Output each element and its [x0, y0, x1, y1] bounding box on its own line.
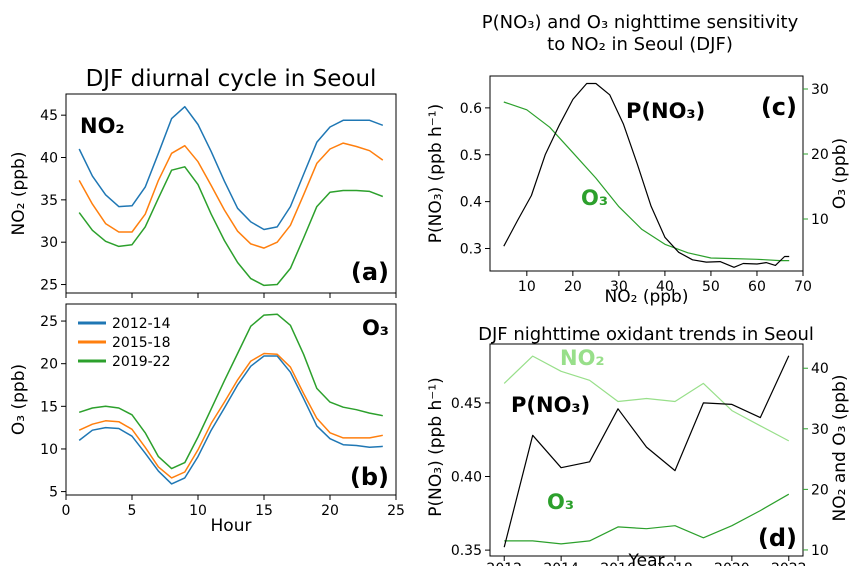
panel-c-frame [489, 75, 804, 272]
panel-b-line-2019-22 [78, 313, 383, 470]
panel-c-x-tick-label: 60 [748, 279, 766, 295]
panel-d-yleft-tick-label: 0.45 [451, 396, 482, 412]
panel-d-xlabel: Year [628, 551, 665, 566]
panel-d-yleft-tick-label: 0.35 [451, 543, 482, 559]
panel-d-ylabel-right: NO₂ and O₃ (ppb) [830, 375, 850, 522]
panel-d-yleft-tick-label: 0.40 [451, 470, 482, 486]
panel-d-pno3-label: P(NO₃) [511, 393, 590, 417]
panel-b-y-tick-label: 15 [40, 399, 58, 415]
panel-a-y-tick-label: 35 [40, 193, 58, 209]
panel-d-pno3-line [503, 355, 790, 548]
panel-d-frame [489, 343, 804, 557]
panel-c-o3-label: O₃ [581, 186, 608, 210]
panel-b-x-tick-label: 5 [128, 503, 137, 519]
panel-b-y-tick-label: 25 [40, 314, 58, 330]
panel-c-x-tick-label: 40 [656, 279, 674, 295]
panel-b-frame [65, 303, 397, 496]
panel-c-pno3-label: P(NO₃) [626, 99, 705, 123]
panel-c-pno3-line [503, 82, 790, 268]
panel-b-inline-label: O₃ [362, 316, 389, 340]
panel-a-title: DJF diurnal cycle in Seoul [86, 66, 377, 92]
panel-a-y-tick-label: 40 [40, 151, 58, 167]
panel-c-x-tick-label: 70 [794, 279, 812, 295]
panel-a-y-tick-label: 25 [40, 278, 58, 294]
panel-b-y-tick-label: 5 [49, 485, 58, 501]
legend-label-2015-18: 2015-18 [112, 335, 171, 351]
panel-c-x-tick-label: 30 [610, 279, 628, 295]
panel-d-no2-label: NO₂ [560, 346, 605, 370]
panel-a-y-tick-label: 45 [40, 108, 58, 124]
panel-b-x-tick-label: 0 [62, 503, 71, 519]
panel-c-title-line1: P(NO₃) and O₃ nighttime sensitivity [482, 12, 799, 33]
panel-c-ylabel-left: P(NO₃) (ppb h⁻¹) [426, 104, 446, 243]
panel-c-title-line2: to NO₂ in Seoul (DJF) [547, 34, 733, 55]
panel-b-x-tick-label: 25 [387, 503, 405, 519]
panel-d-x-tick-label: 2014 [543, 561, 579, 566]
legend-label-2019-22: 2019-22 [112, 354, 171, 370]
panel-b-y-tick-label: 10 [40, 442, 58, 458]
panel-c-x-tick-label: 10 [518, 279, 536, 295]
panel-b-y-tick-label: 20 [40, 357, 58, 373]
panel-d-yright-tick-label: 30 [811, 422, 829, 438]
panel-c-yright-tick-label: 30 [811, 82, 829, 98]
panel-d-title: DJF nighttime oxidant trends in Seoul [478, 324, 814, 345]
panel-d-ylabel-left: P(NO₃) (ppb h⁻¹) [426, 377, 446, 516]
panel-c-x-tick-label: 50 [702, 279, 720, 295]
panel-a-line-2019-22 [78, 166, 384, 287]
panel-b-line-2015-18 [78, 352, 383, 479]
panel-d-yright-tick-label: 20 [811, 482, 829, 498]
panel-d-yright-tick-label: 40 [811, 361, 829, 377]
panel-c-label: (c) [761, 93, 797, 121]
panel-b-xlabel: Hour [211, 516, 252, 536]
panel-b-x-tick-label: 20 [321, 503, 339, 519]
panel-a-line-2012-14 [78, 105, 384, 231]
panel-d-no2-line [503, 355, 790, 442]
panel-b-ylabel: O₃ (ppb) [9, 364, 29, 435]
panel-b-line-2012-14 [78, 355, 383, 485]
panel-d-yright-tick-label: 10 [811, 543, 829, 559]
legend-label-2012-14: 2012-14 [112, 316, 171, 332]
panel-c-o3-line [503, 101, 790, 262]
panel-a-y-tick-label: 30 [40, 235, 58, 251]
panel-a-frame [65, 93, 397, 294]
panel-c-x-tick-label: 20 [564, 279, 582, 295]
panel-b-x-tick-label: 15 [255, 503, 273, 519]
panel-a-inline-label: NO₂ [80, 114, 125, 138]
panel-c-yright-tick-label: 10 [811, 212, 829, 228]
panel-d-x-tick-label: 2012 [486, 561, 522, 566]
panel-d-o3-line [504, 493, 790, 545]
panel-c-xlabel: NO₂ (ppb) [605, 287, 689, 307]
panel-c-yleft-tick-label: 0.3 [460, 242, 482, 258]
panel-d-label: (d) [758, 524, 797, 552]
panel-a-line-2015-18 [78, 142, 384, 249]
panel-c-ylabel-right: O₃ (ppb) [830, 138, 850, 209]
panel-c-yleft-tick-label: 0.4 [460, 195, 482, 211]
panel-a-label: (a) [351, 258, 389, 286]
panel-c-yright-tick-label: 20 [811, 147, 829, 163]
panel-c-yleft-tick-label: 0.6 [460, 101, 482, 117]
panel-a-ylabel: NO₂ (ppb) [9, 152, 29, 236]
panel-d-o3-label: O₃ [547, 490, 574, 514]
panel-d-x-tick-label: 2020 [714, 561, 750, 566]
panel-b-x-tick-label: 10 [189, 503, 207, 519]
panel-b-label: (b) [350, 463, 389, 491]
panel-d-x-tick-label: 2022 [771, 561, 807, 566]
panel-c-yleft-tick-label: 0.5 [460, 148, 482, 164]
